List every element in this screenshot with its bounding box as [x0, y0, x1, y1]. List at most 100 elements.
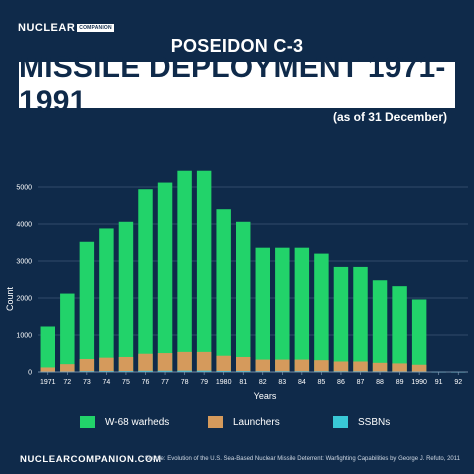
warheads-bar — [177, 170, 192, 372]
ssbns-bar — [157, 370, 173, 372]
launchers-bar — [138, 353, 153, 372]
launchers-bar — [60, 364, 75, 372]
ssbns-bar — [138, 370, 153, 372]
x-axis-label: Years — [254, 391, 277, 401]
x-tick-label: 76 — [142, 379, 150, 386]
warheads-bar — [275, 247, 290, 372]
legend-item-warheads: W-68 warheds — [80, 416, 169, 428]
x-tick-label: 84 — [298, 379, 306, 386]
warheads-bar — [372, 280, 388, 372]
x-tick-label: 1990 — [411, 379, 427, 386]
launchers-bar — [411, 364, 427, 372]
ssbns-bar — [118, 371, 134, 372]
brand-main: NUCLEAR — [18, 22, 76, 34]
ssbns-bar — [99, 371, 114, 372]
x-tick-label: 89 — [396, 379, 404, 386]
legend-label-launchers: Launchers — [233, 416, 280, 428]
date-note: (as of 31 December) — [332, 110, 447, 124]
warheads-bar — [314, 253, 329, 372]
legend-item-ssbns: SSBNs — [333, 416, 390, 428]
legend-label-warheads: W-68 warheds — [105, 416, 170, 428]
warheads-bar — [138, 189, 153, 372]
warheads-bar — [40, 326, 56, 372]
x-tick-label: 78 — [181, 379, 189, 386]
launchers-bar — [196, 351, 212, 372]
launchers-bar — [177, 351, 192, 372]
brand-tag: COMPANION — [77, 24, 114, 33]
launchers-bar — [235, 356, 251, 372]
x-tick-label: 86 — [337, 379, 345, 386]
legend-item-launchers: Launchers — [208, 416, 280, 428]
x-tick-label: 75 — [122, 379, 130, 386]
footer-brand: NUCLEARCOMPANION.COM — [20, 454, 162, 465]
warheads-bar — [60, 293, 75, 372]
legend-swatch-warheads — [80, 416, 95, 428]
x-tick-label: 79 — [200, 379, 208, 386]
launchers-bar — [118, 356, 134, 372]
warheads-bar — [333, 266, 349, 372]
launchers-bar — [294, 359, 310, 372]
y-tick-label: 3000 — [16, 259, 32, 266]
x-tick-label: 73 — [83, 379, 91, 386]
warheads-bar — [411, 299, 427, 372]
x-tick-label: 92 — [454, 379, 462, 386]
launchers-bar — [157, 353, 173, 372]
x-tick-label: 87 — [357, 379, 365, 386]
x-tick-label: 1980 — [216, 379, 232, 386]
x-tick-label: 88 — [376, 379, 384, 386]
x-tick-label: 77 — [161, 379, 169, 386]
x-tick-label: 83 — [278, 379, 286, 386]
launchers-bar — [314, 360, 329, 372]
warheads-bar — [79, 241, 95, 372]
x-tick-label: 81 — [239, 379, 247, 386]
legend-swatch-launchers — [208, 416, 223, 428]
warheads-bar — [294, 247, 310, 372]
y-tick-label: 1000 — [16, 333, 32, 340]
ssbns-bar — [216, 370, 231, 372]
chart-title-banner: MISSILE DEPLOYMENT 1971-1991 — [19, 51, 455, 118]
x-tick-label: 1971 — [40, 379, 56, 386]
chart-legend: W-68 warheds Launchers SSBNs — [0, 416, 474, 432]
launchers-bar — [353, 361, 368, 372]
footer: NUCLEARCOMPANION.COM Source: Evolution o… — [0, 446, 474, 474]
warheads-bar — [235, 221, 251, 372]
launchers-bar — [216, 355, 231, 372]
chart-subtitle: POSEIDON C-3 — [170, 36, 304, 56]
ssbns-bar — [79, 371, 95, 372]
source-citation: Source: Evolution of the U.S. Sea-Based … — [144, 456, 460, 462]
x-tick-label: 85 — [318, 379, 326, 386]
brand-logo: NUCLEAR COMPANION — [18, 22, 114, 34]
launchers-bar — [40, 367, 56, 372]
ssbns-bar — [235, 371, 251, 372]
warheads-bar — [99, 228, 114, 372]
legend-label-ssbns: SSBNs — [358, 416, 391, 428]
x-tick-label: 74 — [103, 379, 111, 386]
warheads-bar — [216, 209, 231, 372]
warheads-bar — [118, 221, 134, 372]
y-tick-label: 0 — [28, 370, 32, 377]
warheads-bar — [392, 286, 407, 372]
launchers-bar — [372, 362, 388, 372]
ssbns-bar — [196, 370, 212, 372]
legend-swatch-ssbns — [333, 416, 348, 428]
launchers-bar — [99, 357, 114, 372]
ssbns-bar — [177, 370, 192, 372]
warheads-bar — [157, 182, 173, 372]
x-tick-label: 91 — [435, 379, 443, 386]
warheads-bar — [353, 266, 368, 372]
launchers-bar — [275, 359, 290, 372]
chart-title: MISSILE DEPLOYMENT 1971-1991 — [19, 51, 446, 118]
x-tick-label: 72 — [63, 379, 71, 386]
launchers-bar — [392, 363, 407, 372]
y-tick-label: 2000 — [16, 296, 32, 303]
warheads-bar — [196, 170, 212, 372]
launchers-bar — [79, 358, 95, 372]
warheads-bar — [255, 247, 271, 372]
x-tick-label: 82 — [259, 379, 267, 386]
y-tick-label: 5000 — [16, 185, 32, 192]
y-axis-label: Count — [5, 286, 15, 311]
launchers-bar — [255, 359, 271, 372]
launchers-bar — [333, 361, 349, 372]
y-tick-label: 4000 — [16, 222, 32, 229]
